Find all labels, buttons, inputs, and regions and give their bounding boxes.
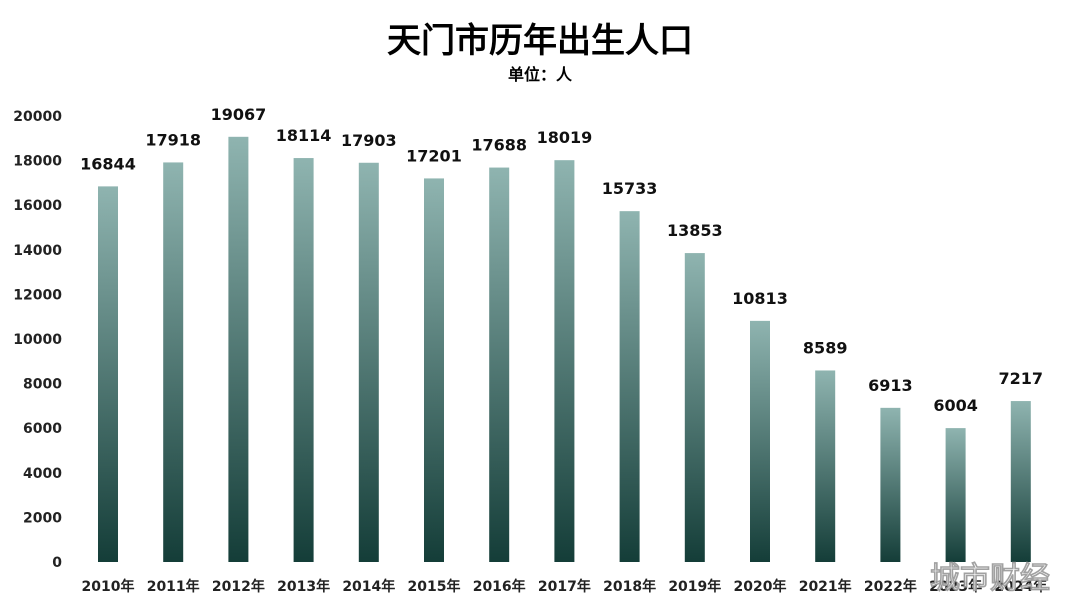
data-label: 17903 (341, 131, 397, 150)
y-tick-label: 12000 (13, 287, 62, 303)
data-label: 6004 (933, 396, 978, 415)
data-label: 6913 (868, 376, 913, 395)
x-tick-label: 2024年 (994, 578, 1047, 595)
x-tick-label: 2018年 (603, 578, 656, 595)
bar (750, 320, 770, 562)
y-axis: 0 2000 4000 6000 8000 10000 12000 14000 16000 180… (13, 109, 62, 571)
bars: 16844 17918 19067 18114 17903 17201 17688 18019… (80, 105, 1044, 563)
x-axis: 2010年 2011年 2012年 2013年 2014年 2015年 2016年 2017年… (82, 578, 1048, 595)
x-tick-label: 2021年 (799, 578, 852, 595)
x-tick-label: 2012年 (212, 578, 265, 595)
y-tick-label: 16000 (13, 198, 62, 214)
data-label: 16844 (80, 154, 136, 173)
bar (424, 178, 444, 562)
y-tick-label: 4000 (23, 466, 62, 482)
x-tick-label: 2022年 (864, 578, 917, 595)
bar (489, 167, 510, 562)
bar (619, 211, 640, 562)
bar (163, 162, 184, 563)
data-label: 18114 (276, 126, 332, 145)
x-tick-label: 2014年 (342, 578, 395, 595)
y-tick-label: 20000 (13, 109, 62, 125)
bar (815, 370, 836, 562)
y-tick-label: 18000 (13, 154, 62, 170)
data-label: 19067 (211, 105, 267, 124)
data-label: 17201 (406, 146, 462, 165)
data-label: 18019 (537, 128, 593, 147)
bar (945, 428, 966, 562)
data-label: 8589 (803, 338, 848, 357)
y-tick-label: 10000 (13, 332, 62, 348)
bar (554, 160, 575, 562)
x-tick-label: 2017年 (538, 578, 591, 595)
bar (293, 158, 314, 562)
y-tick-label: 6000 (23, 421, 62, 437)
watermark-text: 城市财经 (930, 561, 1050, 596)
x-tick-label: 2013年 (277, 578, 330, 595)
x-tick-label: 2011年 (147, 578, 200, 595)
x-tick-label: 2016年 (473, 578, 526, 595)
data-label: 10813 (732, 289, 788, 308)
y-tick-label: 8000 (23, 377, 62, 393)
bar (684, 253, 705, 562)
y-tick-label: 2000 (23, 510, 62, 526)
x-tick-label: 2020年 (734, 578, 787, 595)
bar (98, 186, 118, 563)
data-label: 15733 (602, 179, 658, 198)
data-label: 17688 (471, 136, 527, 155)
y-tick-label: 0 (52, 555, 62, 571)
bar (358, 162, 379, 562)
x-tick-label: 2015年 (408, 578, 461, 595)
bar (880, 407, 901, 562)
data-label: 7217 (999, 369, 1044, 388)
data-label: 13853 (667, 221, 723, 240)
bar (1010, 401, 1031, 562)
x-tick-label: 2010年 (82, 578, 135, 595)
chart-title: 天门市历年出生人口 (387, 21, 693, 61)
x-tick-label: 2023年 (929, 578, 982, 595)
y-tick-label: 14000 (13, 243, 62, 259)
data-label: 17918 (145, 130, 201, 149)
bar (228, 136, 249, 562)
x-tick-label: 2019年 (668, 578, 721, 595)
chart-subtitle: 单位：人 (508, 65, 573, 84)
